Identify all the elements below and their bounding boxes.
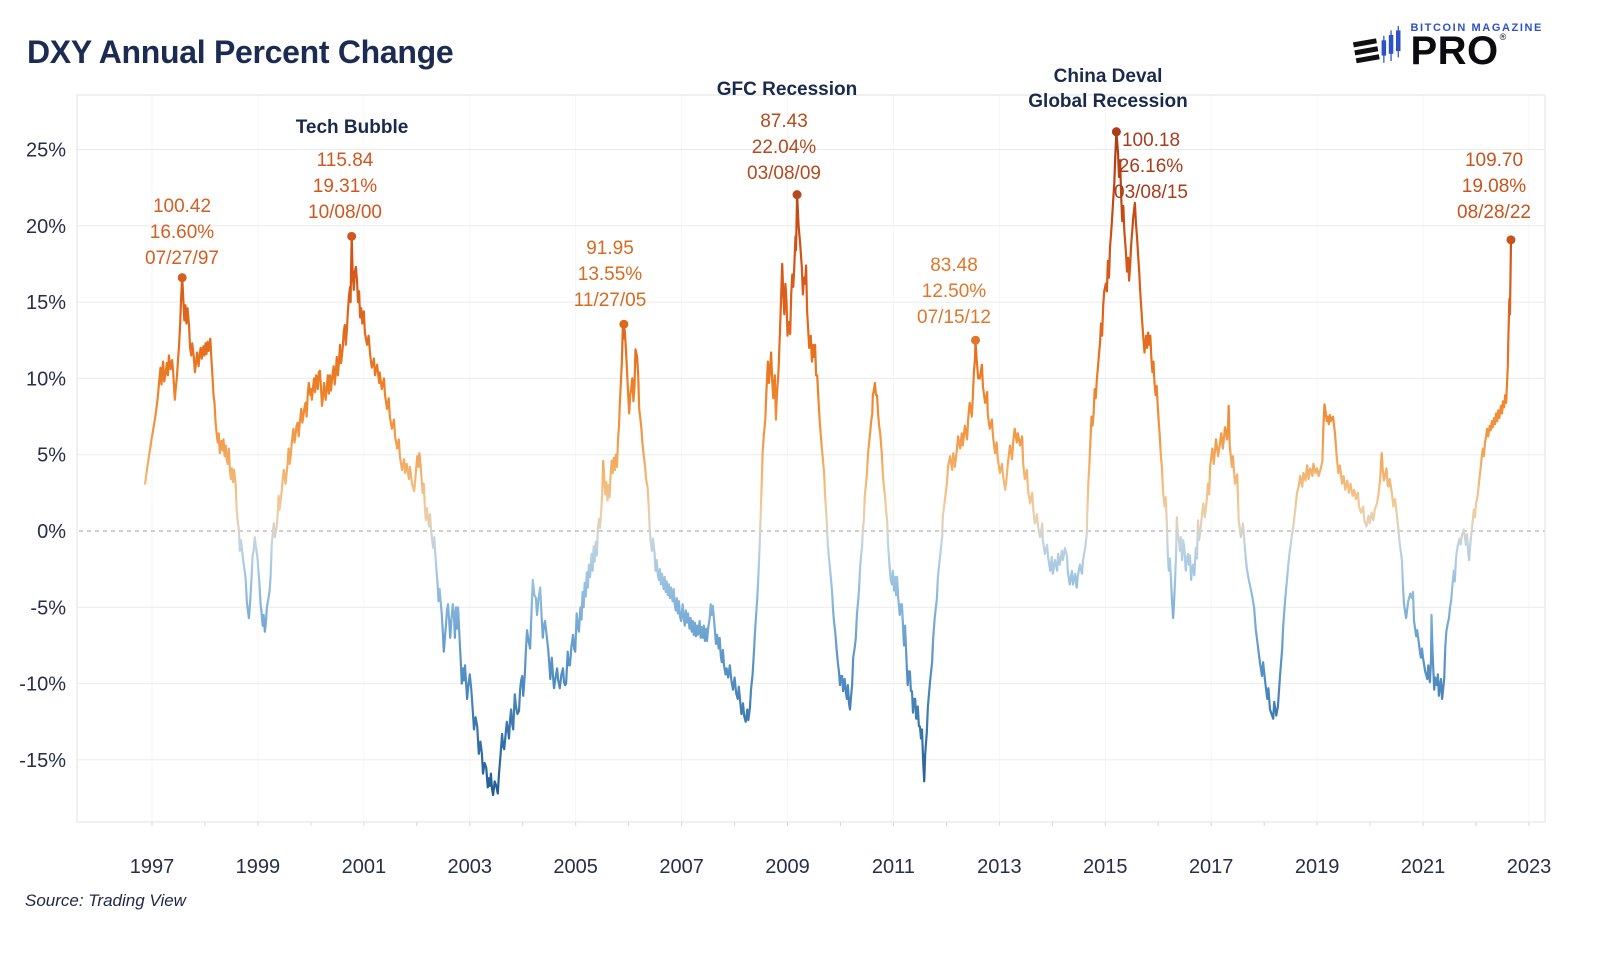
y-tick-label: -10% xyxy=(19,674,66,696)
x-tick-label: 2011 xyxy=(872,856,915,878)
x-tick-label: 2001 xyxy=(342,856,387,878)
peak-annotation-peak-2022: 109.70 19.08% 08/28/22 xyxy=(1457,150,1531,223)
logo-pro-text: PRO xyxy=(1410,29,1499,74)
x-tick-label: 1997 xyxy=(130,856,175,878)
plot-border xyxy=(76,94,1546,823)
logo-brand-text: BITCOIN MAGAZINE xyxy=(1410,22,1543,35)
peak-annotation-peak-2012: 83.48 12.50% 07/15/12 xyxy=(917,255,991,328)
page-title: DXY Annual Percent Change xyxy=(27,34,454,70)
y-tick-label: 5% xyxy=(37,445,66,467)
peak-annotation-peak-2005: 91.95 13.55% 11/27/05 xyxy=(573,238,647,311)
peak-dot-peak-2012 xyxy=(971,335,981,345)
peak-annotation-peak-2009: 87.43 22.04% 03/08/09 xyxy=(747,111,821,184)
bitcoin-magazine-pro-icon xyxy=(1351,16,1405,75)
x-tick-label: 2017 xyxy=(1189,856,1234,878)
x-tick-label: 2015 xyxy=(1083,856,1128,878)
x-tick-label: 2023 xyxy=(1507,856,1552,878)
registered-trademark-symbol: ® xyxy=(1499,32,1507,43)
x-tick-label: 1999 xyxy=(236,856,281,878)
peak-annotation-peak-1997: 100.42 16.60% 07/27/97 xyxy=(145,196,219,269)
y-tick-label: 25% xyxy=(26,140,66,162)
peak-dot-peak-2009 xyxy=(792,190,802,200)
peak-dot-peak-2015 xyxy=(1111,127,1121,137)
peak-dot-peak-2022 xyxy=(1506,235,1516,245)
x-tick-label: 2009 xyxy=(765,856,810,878)
x-tick-label: 2019 xyxy=(1295,856,1340,878)
y-tick-label: -5% xyxy=(30,597,66,619)
event-label-peak-2015: China Deval Global Recession xyxy=(1028,66,1188,112)
x-tick-label: 2007 xyxy=(659,856,704,878)
source-note: Source: Trading View xyxy=(25,891,186,910)
peak-dot-peak-2005 xyxy=(619,319,629,329)
event-label-peak-2000: Tech Bubble xyxy=(295,117,409,138)
event-label-peak-2009: GFC Recession xyxy=(716,79,858,100)
y-tick-label: 10% xyxy=(26,368,66,390)
y-tick-label: -15% xyxy=(19,750,66,772)
y-tick-label: 0% xyxy=(37,521,66,543)
y-tick-label: 20% xyxy=(26,216,66,238)
peak-annotation-peak-2000: 115.84 19.31% 10/08/00 xyxy=(308,150,382,223)
y-tick-label: 15% xyxy=(26,292,66,314)
peak-dot-peak-2000 xyxy=(347,231,357,241)
peak-annotation-peak-2015: 100.18 26.16% 03/08/15 xyxy=(1114,130,1188,203)
bitcoin-magazine-pro-logo: BITCOIN MAGAZINE PRO ® xyxy=(1351,16,1543,75)
x-tick-label: 2005 xyxy=(553,856,598,878)
dxy-line xyxy=(144,130,1513,797)
peak-dot-peak-1997 xyxy=(177,273,187,283)
x-tick-label: 2021 xyxy=(1401,856,1446,878)
x-tick-label: 2013 xyxy=(977,856,1022,878)
x-tick-label: 2003 xyxy=(448,856,493,878)
